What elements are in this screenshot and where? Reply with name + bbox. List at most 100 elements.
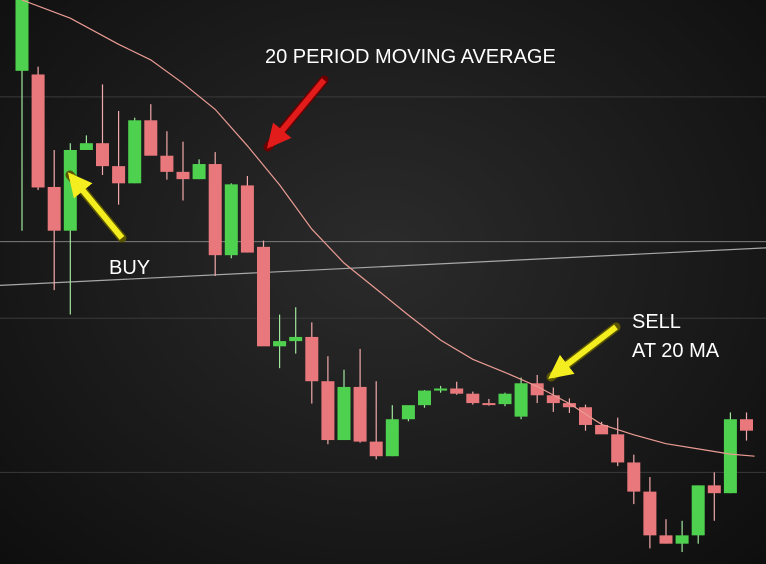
sell-annotation-line1: SELL [632,311,681,333]
candle [15,0,29,231]
candle-body [530,383,544,396]
reference-lines [0,241,766,286]
candle [482,398,496,406]
candle [289,307,303,354]
candle-body [401,405,415,420]
candle-body [643,491,657,536]
candle-body [112,166,126,184]
candle [208,152,222,277]
candle-body [160,155,174,172]
candle-body [675,535,689,544]
candle [257,240,270,347]
candle-body [369,441,383,457]
candle-body [79,143,93,150]
candle-body [482,403,496,406]
sell-arrow [548,324,618,379]
candle-body [305,336,319,382]
candle [643,477,657,549]
candle-body [385,419,399,457]
candle-body [659,535,673,544]
candle [514,377,528,420]
candle [627,454,641,505]
candle-body [611,434,625,463]
candle-body [498,393,512,405]
candle-body [723,419,737,494]
candle-body [144,120,158,156]
candle-body [353,386,367,442]
candle-body [562,403,576,408]
candle-body [192,164,206,180]
candle-body [257,246,270,347]
candle [562,398,576,413]
candle-body [176,171,190,180]
candle [112,110,126,205]
candle-body [337,386,351,441]
candle [707,472,721,521]
moving-average [21,0,755,457]
candle [723,412,737,494]
candle [466,391,480,405]
candle-body [289,336,303,342]
candle-body [707,485,721,494]
candle-body [15,0,29,71]
buy-arrow [67,172,125,240]
candle [31,66,45,191]
candle-body [208,164,222,256]
candle [337,369,351,441]
ma-20-line [21,0,755,457]
candle-body [273,341,287,347]
candle [240,176,254,253]
candle [96,84,109,175]
candle [144,104,158,156]
gridlines [0,96,766,473]
candle-body [434,388,448,391]
candle-body [47,186,61,231]
long-moving-average-line [0,247,766,286]
candle [63,143,77,315]
ma-arrow-fill [266,78,327,149]
candle [579,404,592,431]
candle [79,135,93,150]
ma-annotation: 20 PERIOD MOVING AVERAGE [265,46,556,68]
candle-body [96,143,109,167]
candle-body [595,424,609,435]
candle-body [691,485,705,536]
candle-body [128,120,142,184]
candle [353,348,367,443]
candle-body [63,149,77,231]
candle [385,405,399,457]
candle-body [450,388,464,394]
candle [450,381,464,395]
candle-body [466,393,480,404]
candle [498,392,512,407]
candle [611,417,625,467]
candle [401,405,415,422]
candle-body [240,185,254,253]
candle [434,385,448,393]
sell-annotation-line2: AT 20 MA [632,340,720,362]
candle-body [514,383,528,417]
candle [418,390,431,408]
candle [273,314,287,369]
candle [160,131,174,180]
candle-body [546,395,560,404]
candle [675,520,689,553]
candle [128,117,142,184]
candle [530,374,544,404]
candle [224,183,238,259]
candle [369,381,383,460]
candle-body [224,184,238,256]
candle-body [740,419,753,431]
candle-body [321,381,335,441]
candle [47,149,61,291]
candle [192,159,206,180]
candle-body [418,390,431,406]
candle [305,322,319,404]
candle [659,519,673,544]
candle [546,387,560,412]
candles [15,0,753,553]
candle [321,356,335,445]
candle [176,141,190,201]
